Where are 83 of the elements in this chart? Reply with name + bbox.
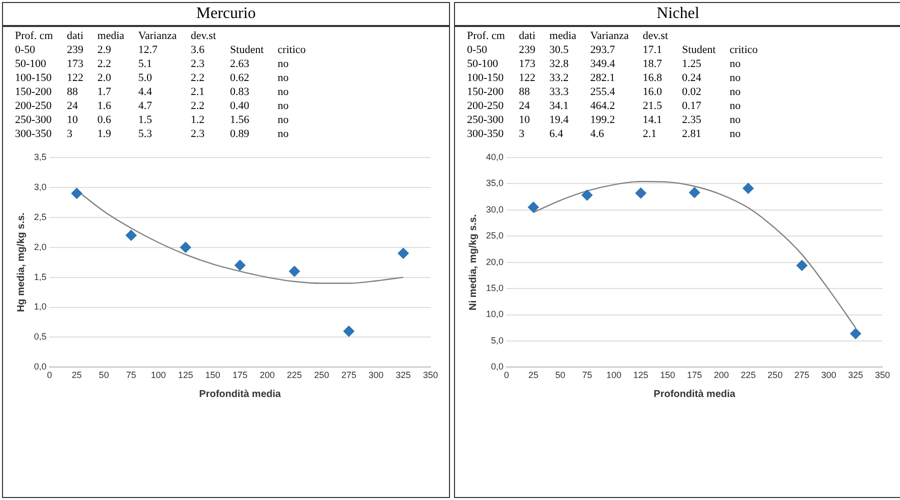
x-axis-title: Profondità media: [199, 388, 282, 400]
text: 50-100 173 2.2 5.1 2.3 2.63 no: [15, 58, 289, 70]
text: 300-350 3 1.9 5.3 2.3 0.89 no: [15, 128, 289, 140]
x-tick-label: 150: [205, 370, 220, 380]
x-tick-label: 175: [232, 370, 248, 380]
x-tick-label: 250: [768, 370, 783, 380]
point: [180, 242, 192, 253]
point: [689, 187, 700, 198]
x-tick-label: 275: [794, 370, 810, 380]
chart-title: Nichel: [455, 3, 900, 27]
y-tick-label: 5,0: [491, 335, 504, 346]
x-axis-title: Profondità media: [654, 388, 736, 400]
x-tick-label: 100: [606, 370, 622, 380]
y-tick-label: 20,0: [486, 256, 504, 267]
y-tick-label: 3,0: [34, 182, 47, 192]
text: 100-150 122 2.0 5.0 2.2 0.62 no: [15, 72, 289, 84]
text: 250-300 10 19.4 199.2 14.1 2.35 no: [467, 114, 741, 126]
x-tick-label: 225: [286, 370, 302, 380]
x-tick-label: 325: [848, 370, 864, 380]
y-tick-label: 0,0: [34, 362, 47, 372]
text: 250-300 10 0.6 1.5 1.2 1.56 no: [15, 114, 289, 126]
x-tick-label: 0: [47, 370, 52, 380]
y-axis-title: Ni media, mg/kg s.s.: [468, 214, 479, 310]
y-tick-label: 3,5: [34, 152, 47, 162]
text: 0-50 239 2.9 12.7 3.6 Student critico: [15, 44, 306, 56]
y-tick-label: 1,0: [34, 302, 47, 312]
y-tick-label: 25,0: [486, 230, 504, 241]
point: [528, 202, 539, 213]
y-tick-label: 1,5: [34, 272, 47, 282]
x-tick-label: 350: [422, 370, 438, 380]
x-tick-label: 125: [178, 370, 194, 380]
point: [288, 266, 300, 277]
text: 0-50 239 30.5 293.7 17.1 Student critico: [467, 44, 758, 56]
x-tick-label: 325: [396, 370, 411, 380]
y-tick-label: 40,0: [486, 152, 504, 162]
y-tick-label: 30,0: [486, 204, 504, 214]
x-tick-label: 300: [368, 370, 384, 380]
x-tick-label: 175: [686, 370, 702, 380]
x-tick-label: 275: [341, 370, 356, 380]
point: [126, 230, 137, 241]
text: 100-150 122 33.2 282.1 16.8 0.24 no: [467, 72, 741, 84]
text: 50-100 173 32.8 349.4 18.7 1.25 no: [467, 58, 741, 70]
y-tick-label: 0,0: [491, 362, 504, 372]
point: [742, 182, 754, 194]
x-tick-label: 300: [821, 370, 836, 380]
y-tick-label: 15,0: [486, 283, 504, 294]
point: [398, 248, 409, 259]
x-tick-label: 200: [714, 370, 729, 380]
text: Prof. cm dati media Varianza dev.st: [467, 30, 668, 42]
x-tick-label: 25: [72, 370, 82, 380]
x-tick-label: 75: [582, 370, 592, 380]
y-axis-title: Hg media, mg/kg s.s.: [16, 212, 27, 312]
text: 200-250 24 34.1 464.2 21.5 0.17 no: [467, 100, 741, 112]
x-tick-label: 50: [98, 370, 109, 380]
x-tick-label: 100: [150, 370, 166, 380]
text: 150-200 88 33.3 255.4 16.0 0.02 no: [467, 86, 741, 98]
point: [635, 188, 646, 199]
x-tick-label: 75: [126, 370, 136, 380]
x-tick-label: 350: [874, 370, 890, 380]
y-tick-label: 2,5: [34, 212, 47, 222]
point: [343, 326, 354, 337]
x-tick-label: 225: [740, 370, 756, 380]
x-tick-label: 150: [660, 370, 676, 380]
text: Prof. cm dati media Varianza dev.st: [15, 30, 216, 42]
point: [582, 190, 593, 201]
y-tick-label: 2,0: [34, 242, 47, 252]
point: [796, 260, 808, 271]
point: [71, 188, 82, 199]
x-tick-label: 50: [555, 370, 566, 380]
y-tick-label: 0,5: [34, 332, 47, 342]
x-tick-label: 125: [633, 370, 648, 380]
x-tick-label: 0: [504, 370, 510, 380]
y-tick-label: 35,0: [486, 178, 504, 188]
y-tick-label: 10,0: [486, 309, 504, 320]
x-tick-label: 200: [260, 370, 275, 380]
point: [234, 260, 246, 271]
point: [850, 328, 862, 340]
text: 200-250 24 1.6 4.7 2.2 0.40 no: [15, 100, 289, 112]
text: 150-200 88 1.7 4.4 2.1 0.83 no: [15, 86, 289, 98]
x-tick-label: 25: [528, 370, 538, 380]
chart-title: Mercurio: [3, 3, 449, 27]
text: 300-350 3 6.4 4.6 2.1 2.81 no: [467, 128, 741, 140]
x-tick-label: 250: [314, 370, 330, 380]
